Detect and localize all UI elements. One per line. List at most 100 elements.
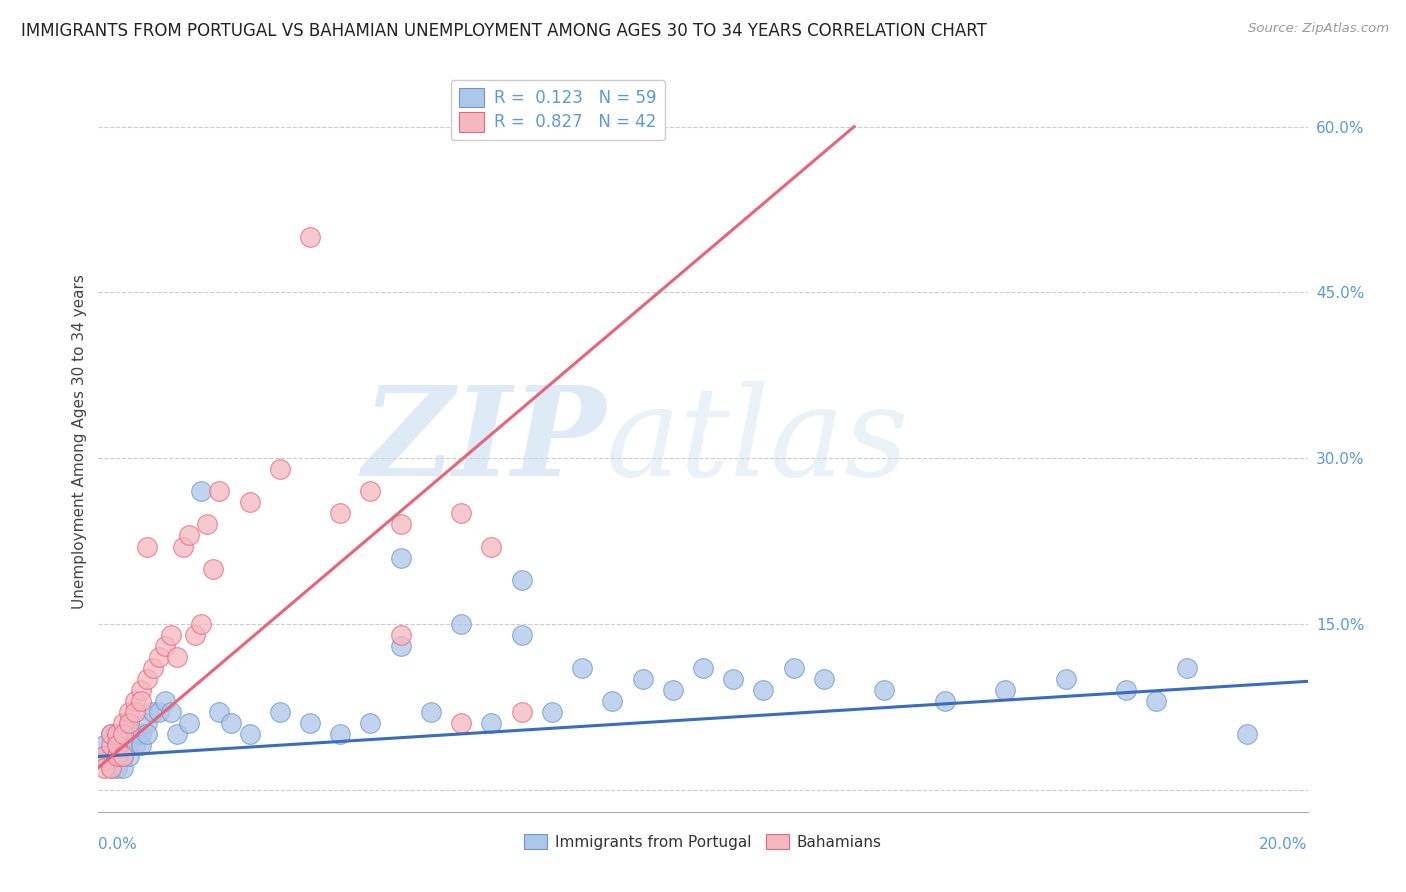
Point bbox=[148, 650, 170, 665]
Point bbox=[93, 739, 115, 753]
Point bbox=[360, 716, 382, 731]
Point bbox=[100, 739, 122, 753]
Point bbox=[752, 683, 775, 698]
Point bbox=[118, 716, 141, 731]
Point bbox=[153, 639, 176, 653]
Point bbox=[166, 727, 188, 741]
Point bbox=[195, 517, 218, 532]
Point bbox=[160, 628, 183, 642]
Point bbox=[934, 694, 956, 708]
Legend: Immigrants from Portugal, Bahamians: Immigrants from Portugal, Bahamians bbox=[517, 828, 889, 856]
Point bbox=[135, 672, 157, 686]
Point bbox=[661, 683, 683, 698]
Point bbox=[481, 540, 503, 554]
Point bbox=[540, 706, 562, 720]
Point bbox=[124, 694, 146, 708]
Point bbox=[105, 739, 128, 753]
Point bbox=[783, 661, 806, 675]
Point bbox=[481, 716, 503, 731]
Text: atlas: atlas bbox=[606, 381, 910, 502]
Text: 0.0%: 0.0% bbox=[98, 837, 138, 852]
Point bbox=[100, 727, 122, 741]
Point bbox=[329, 507, 352, 521]
Point bbox=[602, 694, 624, 708]
Point bbox=[124, 739, 146, 753]
Point bbox=[510, 706, 533, 720]
Point bbox=[571, 661, 593, 675]
Point bbox=[389, 550, 412, 565]
Point bbox=[329, 727, 352, 741]
Point bbox=[179, 716, 201, 731]
Point bbox=[100, 760, 122, 774]
Text: Source: ZipAtlas.com: Source: ZipAtlas.com bbox=[1249, 22, 1389, 36]
Point bbox=[148, 706, 170, 720]
Point bbox=[631, 672, 654, 686]
Point bbox=[142, 706, 165, 720]
Point bbox=[111, 749, 134, 764]
Point bbox=[124, 727, 146, 741]
Point bbox=[450, 716, 472, 731]
Point bbox=[1236, 727, 1258, 741]
Point bbox=[360, 484, 382, 499]
Point bbox=[111, 760, 134, 774]
Point bbox=[510, 573, 533, 587]
Point bbox=[202, 561, 225, 575]
Point bbox=[129, 727, 152, 741]
Point bbox=[93, 749, 115, 764]
Point bbox=[269, 706, 291, 720]
Point bbox=[510, 628, 533, 642]
Point bbox=[111, 727, 134, 741]
Point bbox=[179, 528, 201, 542]
Point bbox=[190, 484, 212, 499]
Point bbox=[184, 628, 207, 642]
Point bbox=[105, 760, 128, 774]
Point bbox=[208, 484, 231, 499]
Point bbox=[111, 749, 134, 764]
Point bbox=[873, 683, 896, 698]
Text: 20.0%: 20.0% bbox=[1260, 837, 1308, 852]
Point bbox=[129, 694, 152, 708]
Point bbox=[135, 540, 157, 554]
Point bbox=[118, 739, 141, 753]
Point bbox=[118, 716, 141, 731]
Point bbox=[111, 716, 134, 731]
Point bbox=[118, 749, 141, 764]
Point bbox=[105, 727, 128, 741]
Point bbox=[118, 706, 141, 720]
Point bbox=[1115, 683, 1137, 698]
Point bbox=[239, 727, 262, 741]
Point bbox=[1175, 661, 1198, 675]
Point bbox=[100, 760, 122, 774]
Point bbox=[129, 739, 152, 753]
Point bbox=[420, 706, 443, 720]
Point bbox=[450, 616, 472, 631]
Point bbox=[389, 628, 412, 642]
Point bbox=[166, 650, 188, 665]
Point bbox=[100, 727, 122, 741]
Point bbox=[299, 716, 322, 731]
Point bbox=[221, 716, 243, 731]
Point bbox=[135, 727, 157, 741]
Point bbox=[129, 683, 152, 698]
Point bbox=[450, 507, 472, 521]
Point bbox=[93, 760, 115, 774]
Point bbox=[105, 749, 128, 764]
Point bbox=[93, 749, 115, 764]
Point bbox=[208, 706, 231, 720]
Y-axis label: Unemployment Among Ages 30 to 34 years: Unemployment Among Ages 30 to 34 years bbox=[72, 274, 87, 609]
Point bbox=[269, 462, 291, 476]
Point bbox=[692, 661, 714, 675]
Point bbox=[105, 727, 128, 741]
Point bbox=[172, 540, 194, 554]
Point bbox=[389, 639, 412, 653]
Point bbox=[1054, 672, 1077, 686]
Point bbox=[190, 616, 212, 631]
Point bbox=[160, 706, 183, 720]
Point bbox=[723, 672, 745, 686]
Text: ZIP: ZIP bbox=[363, 381, 606, 502]
Point bbox=[1144, 694, 1167, 708]
Text: IMMIGRANTS FROM PORTUGAL VS BAHAMIAN UNEMPLOYMENT AMONG AGES 30 TO 34 YEARS CORR: IMMIGRANTS FROM PORTUGAL VS BAHAMIAN UNE… bbox=[21, 22, 987, 40]
Point bbox=[153, 694, 176, 708]
Point bbox=[389, 517, 412, 532]
Point bbox=[813, 672, 835, 686]
